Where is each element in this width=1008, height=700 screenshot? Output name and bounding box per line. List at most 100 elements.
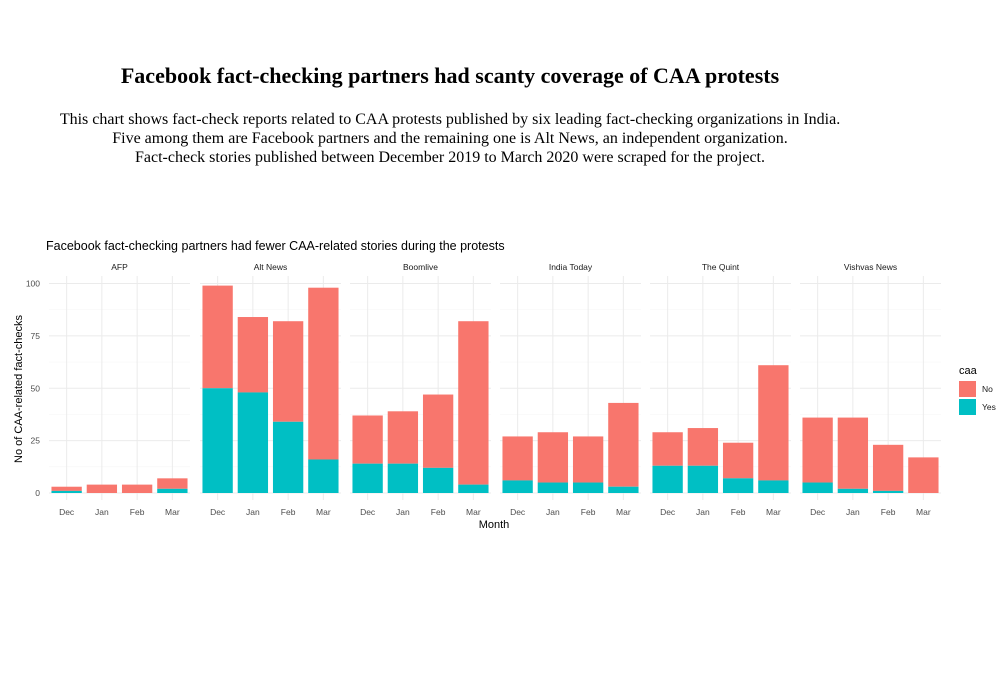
bar-no	[837, 417, 869, 489]
bar-yes	[837, 488, 869, 493]
bar-yes	[502, 480, 533, 493]
x-tick-label: Mar	[466, 507, 481, 517]
bar-yes	[157, 488, 188, 493]
legend-swatch	[959, 381, 976, 397]
chart-title: Facebook fact-checking partners had fewe…	[46, 239, 505, 253]
bar-no	[387, 411, 419, 464]
bar-no	[652, 432, 683, 466]
page-subtitle: This chart shows fact-check reports rela…	[0, 110, 900, 167]
bar-yes	[422, 467, 454, 493]
x-tick-label: Mar	[316, 507, 331, 517]
x-tick-label: Jan	[546, 507, 560, 517]
x-axis-title: Month	[479, 519, 510, 531]
x-tick-label: Jan	[246, 507, 260, 517]
x-tick-label: Feb	[881, 507, 896, 517]
facet-panel: India Today Dec Jan Feb Mar	[500, 262, 641, 517]
y-axis: 0 25 50 75 100	[26, 279, 40, 499]
legend-label: No	[982, 384, 993, 394]
legend-swatch	[959, 399, 976, 415]
bar-no	[272, 321, 304, 422]
bar-no	[572, 436, 604, 483]
x-tick-label: Dec	[210, 507, 226, 517]
x-tick-label: Mar	[916, 507, 931, 517]
x-tick-label: Dec	[510, 507, 526, 517]
y-tick-label: 100	[26, 279, 40, 289]
bar-yes	[722, 478, 754, 493]
y-tick-label: 0	[35, 488, 40, 498]
bar-no	[352, 415, 383, 464]
x-tick-label: Feb	[731, 507, 746, 517]
bar-yes	[51, 490, 82, 493]
legend: caa No Yes	[959, 365, 996, 415]
x-tick-label: Dec	[660, 507, 676, 517]
subtitle-line-1: This chart shows fact-check reports rela…	[59, 111, 841, 128]
bar-yes	[758, 480, 789, 493]
x-tick-label: Feb	[431, 507, 446, 517]
facet-panel: Boomlive Dec Jan Feb Mar	[350, 262, 491, 517]
x-tick-label: Jan	[696, 507, 710, 517]
bar-no	[237, 317, 269, 393]
bar-no	[121, 484, 153, 493]
bar-yes	[652, 465, 683, 493]
y-axis-title: No of CAA-related fact-checks	[13, 315, 25, 463]
legend-label: Yes	[982, 402, 996, 412]
facet-strip-label: AFP	[111, 262, 128, 272]
y-tick-label: 25	[31, 436, 41, 446]
x-tick-label: Jan	[396, 507, 410, 517]
x-tick-label: Feb	[281, 507, 296, 517]
page-title: Facebook fact-checking partners had scan…	[120, 63, 780, 88]
x-tick-label: Feb	[130, 507, 145, 517]
bar-no	[608, 402, 639, 487]
x-tick-label: Jan	[95, 507, 109, 517]
bar-no	[458, 321, 489, 485]
bar-no	[872, 444, 904, 491]
bar-no	[51, 486, 82, 491]
bar-yes	[872, 490, 904, 493]
bar-no	[687, 428, 719, 466]
x-tick-label: Mar	[165, 507, 180, 517]
bar-yes	[572, 482, 604, 493]
subtitle-line-2: Five among them are Facebook partners an…	[112, 130, 788, 147]
bar-no	[422, 394, 454, 468]
bar-yes	[272, 421, 304, 493]
x-tick-label: Dec	[59, 507, 75, 517]
bar-no	[202, 285, 233, 389]
facet-panel: Alt News Dec Jan Feb Mar	[200, 262, 341, 517]
subtitle-line-3: Fact-check stories published between Dec…	[135, 149, 765, 166]
bar-no	[86, 484, 118, 493]
bar-yes	[202, 388, 233, 493]
x-tick-label: Mar	[616, 507, 631, 517]
bar-no	[802, 417, 833, 483]
bar-no	[537, 432, 569, 483]
facet-strip-label: Vishvas News	[844, 262, 897, 272]
bar-yes	[237, 392, 269, 493]
facet-panel: Vishvas News Dec Jan Feb Mar	[800, 262, 941, 517]
bar-yes	[537, 482, 569, 493]
bar-no	[308, 287, 339, 460]
bar-no	[908, 457, 939, 493]
bar-no	[502, 436, 533, 481]
bar-yes	[687, 465, 719, 493]
facet-panel: AFP Dec Jan Feb Mar	[49, 262, 190, 517]
x-tick-label: Mar	[766, 507, 781, 517]
x-tick-label: Dec	[810, 507, 826, 517]
bar-yes	[458, 484, 489, 493]
y-tick-label: 75	[31, 331, 41, 341]
facet-panel: The Quint Dec Jan Feb Mar	[650, 262, 791, 517]
bar-yes	[802, 482, 833, 493]
legend-title: caa	[959, 365, 978, 377]
y-tick-label: 50	[31, 383, 41, 393]
x-tick-label: Dec	[360, 507, 376, 517]
bar-yes	[387, 463, 419, 493]
bar-no	[157, 478, 188, 489]
bar-yes	[352, 463, 383, 493]
x-tick-label: Jan	[846, 507, 860, 517]
bar-no	[758, 365, 789, 481]
bar-no	[722, 442, 754, 479]
bar-yes	[308, 459, 339, 493]
facet-strip-label: Boomlive	[403, 262, 438, 272]
facet-strip-label: Alt News	[254, 262, 288, 272]
facet-strip-label: The Quint	[702, 262, 740, 272]
